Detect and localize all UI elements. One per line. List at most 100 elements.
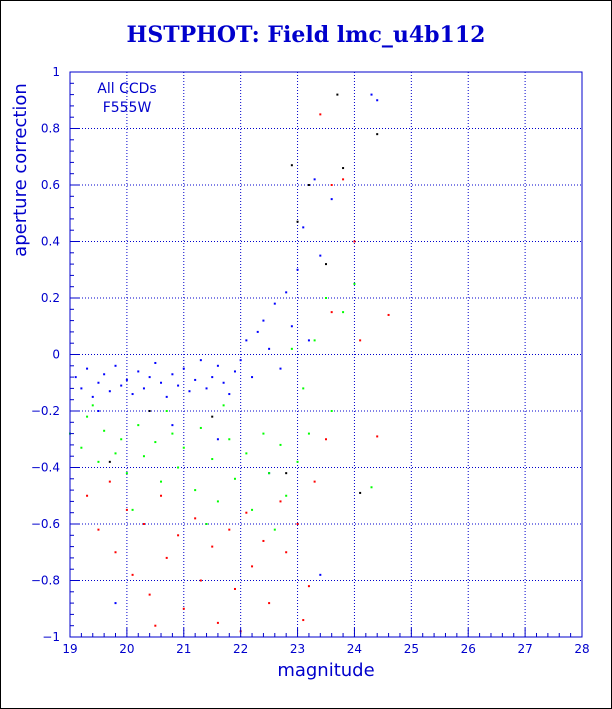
data-point (211, 545, 214, 548)
data-point (262, 432, 265, 435)
data-point (330, 410, 333, 412)
data-point (205, 523, 208, 525)
data-point (279, 500, 282, 503)
data-point (285, 472, 288, 475)
x-axis-label: magnitude (277, 660, 374, 681)
data-point (114, 364, 117, 367)
data-point (97, 381, 100, 384)
data-point (228, 393, 231, 396)
data-point (114, 452, 117, 455)
data-point (216, 621, 219, 624)
data-point (313, 178, 316, 181)
data-point (120, 438, 123, 441)
data-point (296, 268, 299, 271)
data-point (171, 432, 174, 435)
x-tick-label: 24 (347, 642, 362, 656)
data-point (114, 551, 117, 554)
data-point (307, 585, 310, 588)
data-point (325, 438, 327, 441)
data-point (216, 364, 219, 367)
data-point (387, 313, 390, 316)
data-point (290, 347, 293, 350)
y-tick-label: −0.2 (31, 404, 60, 418)
chart-title: HSTPHOT: Field lmc_u4b112 (126, 22, 486, 48)
data-point (296, 460, 299, 463)
data-point (154, 441, 157, 444)
data-point (262, 319, 265, 322)
y-tick-label: 0.2 (41, 291, 60, 305)
data-point (228, 438, 231, 441)
data-point (97, 528, 100, 531)
data-point (142, 455, 145, 458)
data-point (359, 339, 362, 342)
data-point (108, 460, 111, 463)
data-point (370, 93, 373, 96)
data-point (325, 297, 327, 299)
x-tick-label: 25 (404, 642, 419, 656)
data-point (120, 384, 123, 387)
x-tick-label: 20 (119, 642, 134, 656)
data-point (211, 415, 214, 418)
data-point (376, 133, 379, 136)
data-point (171, 424, 174, 427)
data-point (342, 178, 345, 181)
data-point (137, 370, 140, 373)
data-point (290, 325, 293, 328)
data-point (131, 508, 134, 511)
y-tick-label: 1 (52, 65, 60, 79)
data-point (307, 339, 310, 342)
data-point (313, 480, 316, 483)
data-point (256, 330, 259, 333)
data-point (251, 565, 254, 568)
data-point (125, 378, 128, 381)
data-point (222, 404, 225, 407)
data-point (216, 500, 219, 503)
data-point (160, 480, 163, 483)
data-point (182, 446, 185, 449)
data-point (165, 410, 168, 412)
data-point (177, 534, 180, 537)
data-point (302, 387, 305, 390)
data-point (148, 410, 151, 412)
data-point (80, 446, 83, 449)
data-point (103, 429, 106, 432)
y-tick-label: −1 (42, 630, 60, 644)
data-point (251, 508, 254, 511)
data-point (160, 381, 163, 384)
data-point (239, 359, 242, 362)
data-point (137, 424, 140, 427)
data-point (268, 347, 271, 350)
data-point (353, 282, 356, 285)
data-point (182, 607, 185, 610)
data-point (148, 593, 151, 596)
data-point (307, 184, 310, 186)
x-tick-label: 21 (176, 642, 191, 656)
data-point (165, 556, 168, 559)
data-point (108, 480, 111, 483)
data-point (125, 472, 128, 475)
data-point (359, 491, 362, 494)
data-point (251, 376, 254, 379)
x-tick-label: 19 (62, 642, 77, 656)
data-point (199, 426, 202, 429)
data-point (91, 404, 94, 407)
data-point (279, 367, 282, 370)
data-point (302, 619, 305, 622)
y-tick-label: −0.8 (31, 574, 60, 588)
data-point (86, 494, 89, 497)
data-point (199, 359, 202, 362)
data-point (262, 539, 265, 542)
annotation-ccds: All CCDs (97, 81, 156, 97)
data-point (296, 523, 299, 525)
x-tick-label: 26 (461, 642, 476, 656)
data-point (154, 624, 157, 627)
data-point (205, 387, 208, 390)
x-tick-label: 23 (290, 642, 305, 656)
data-point (376, 99, 379, 102)
data-point (302, 226, 305, 229)
data-point (285, 291, 288, 294)
data-point (370, 486, 373, 489)
data-point (233, 477, 236, 480)
data-point (199, 579, 202, 582)
data-point (142, 523, 145, 525)
